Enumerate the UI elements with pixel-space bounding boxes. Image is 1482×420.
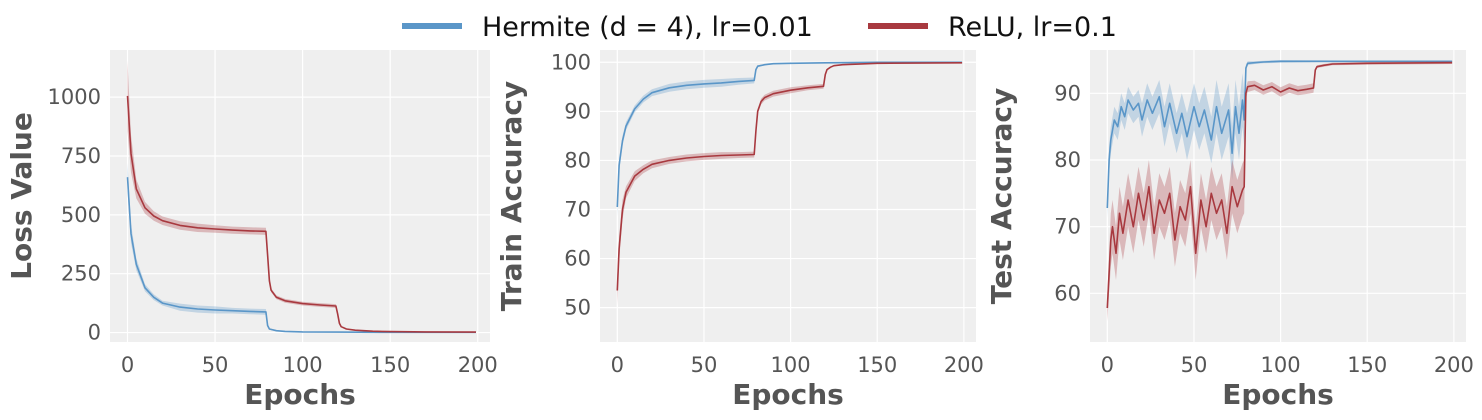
x-tick-label: 200	[458, 353, 498, 377]
series-line-1	[1106, 61, 1453, 309]
x-tick-label: 50	[202, 353, 229, 377]
x-tick-label: 0	[611, 353, 624, 377]
y-tick-label: 500	[61, 203, 101, 227]
y-tick-label: 90	[1054, 81, 1081, 105]
series-line-0	[1106, 60, 1453, 209]
x-tick-label: 150	[857, 353, 897, 377]
test-accuracy-y-axis-title: Test Accuracy	[985, 88, 1018, 305]
test-accuracy-panel: 0 50 100 150 200 60 70 80 90 Epochs Test Accuracy	[985, 50, 1474, 411]
train-accuracy-y-axis-title: Train Accuracy	[495, 81, 528, 311]
series-line-0	[126, 177, 476, 334]
y-tick-label: 70	[1054, 215, 1081, 239]
test-accuracy-x-axis-title: Epochs	[1222, 378, 1334, 411]
loss-panel: 0 50 100 150 200 0 250 500 750 1000 Epochs Loss Val…	[5, 50, 498, 411]
series-line-1	[126, 95, 477, 333]
x-tick-label: 100	[771, 353, 811, 377]
x-tick-label: 100	[283, 353, 323, 377]
x-tick-label: 100	[1261, 353, 1301, 377]
y-tick-label: 80	[1054, 148, 1081, 172]
y-tick-label: 60	[1054, 281, 1081, 305]
y-tick-label: 60	[564, 247, 591, 271]
legend: Hermite (d = 4), lr=0.01 ReLU, lr=0.1	[402, 12, 1117, 43]
y-tick-label: 80	[564, 148, 591, 172]
legend-label-hermite: Hermite (d = 4), lr=0.01	[482, 12, 813, 43]
train-accuracy-plot-area	[600, 50, 976, 342]
x-tick-label: 50	[1181, 353, 1208, 377]
legend-label-relu: ReLU, lr=0.1	[948, 12, 1117, 43]
x-tick-label: 0	[1101, 353, 1114, 377]
y-tick-label: 70	[564, 197, 591, 221]
y-tick-label: 50	[564, 296, 591, 320]
x-tick-label: 200	[1434, 353, 1474, 377]
series-line-1	[616, 62, 963, 291]
x-tick-label: 150	[1347, 353, 1387, 377]
x-tick-label: 150	[370, 353, 410, 377]
loss-x-axis-title: Epochs	[244, 378, 356, 411]
y-tick-label: 1000	[48, 85, 101, 109]
series-line-0	[616, 61, 963, 208]
x-tick-label: 200	[944, 353, 984, 377]
loss-plot-area	[110, 50, 490, 342]
x-tick-label: 50	[691, 353, 718, 377]
y-tick-label: 750	[61, 144, 101, 168]
train-accuracy-x-axis-title: Epochs	[732, 378, 844, 411]
y-tick-label: 100	[551, 50, 591, 74]
y-tick-label: 90	[564, 99, 591, 123]
x-tick-label: 0	[121, 353, 134, 377]
loss-y-axis-title: Loss Value	[5, 112, 38, 280]
series-band-0	[1107, 60, 1453, 218]
y-tick-label: 250	[61, 262, 101, 286]
y-tick-label: 0	[88, 321, 101, 345]
